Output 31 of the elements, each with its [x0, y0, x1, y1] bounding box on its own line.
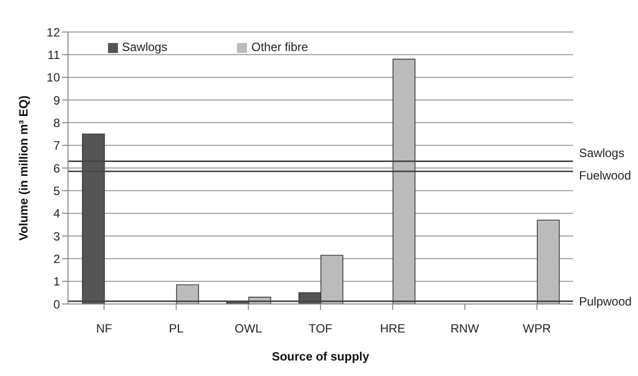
y-tick-label: 10: [46, 70, 60, 85]
y-tick-label: 9: [53, 93, 60, 108]
y-tick-label: 5: [53, 184, 60, 198]
ref-line-label: Fuelwood: [579, 168, 632, 182]
x-tick-label: OWL: [234, 322, 262, 336]
y-tick-label: 11: [48, 48, 60, 62]
x-tick-label: RNW: [450, 322, 480, 336]
y-tick-label: 6: [53, 161, 60, 176]
bar: [82, 134, 105, 304]
y-tick-label: 4: [53, 206, 60, 221]
y-tick-label: 0: [53, 297, 60, 312]
y-tick-label: 8: [53, 116, 60, 130]
legend-label: Sawlogs: [122, 40, 168, 54]
x-tick-label: PL: [168, 322, 184, 336]
x-tick-label: TOF: [308, 322, 332, 336]
x-tick-label: NF: [96, 322, 112, 336]
bar: [392, 58, 416, 304]
ref-line-label: Sawlogs: [579, 146, 624, 160]
y-tick-label: 7: [53, 138, 60, 153]
x-tick-label: HRE: [380, 322, 406, 336]
y-tick-label: 1: [53, 274, 60, 289]
x-axis-title: Source of supply: [272, 350, 370, 364]
y-tick-label: 2: [53, 252, 60, 266]
y-tick-label: 12: [46, 25, 60, 40]
ref-line-label: Pulpwood: [579, 294, 632, 308]
bar: [536, 220, 560, 304]
y-axis-title: Volume (in million m³ EQ): [16, 95, 30, 241]
x-tick-label: WPR: [522, 322, 552, 336]
bar: [176, 284, 199, 304]
y-tick-label: 3: [53, 229, 60, 244]
legend-label: Other fibre: [251, 40, 308, 54]
